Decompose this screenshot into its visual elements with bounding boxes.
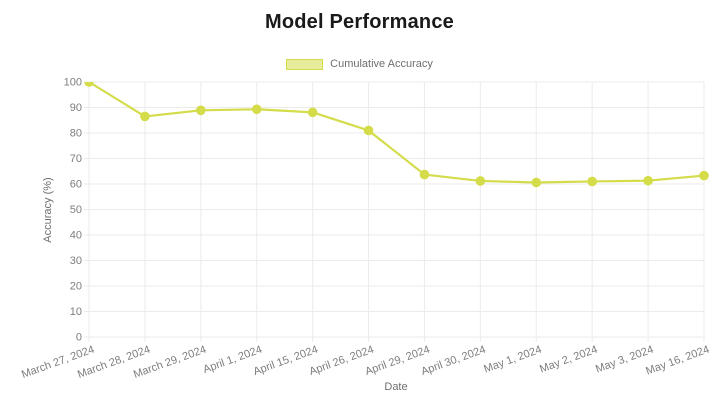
svg-text:20: 20 — [70, 281, 82, 293]
svg-text:90: 90 — [70, 102, 82, 114]
data-point[interactable] — [531, 177, 542, 188]
svg-text:May 2, 2024: May 2, 2024 — [538, 344, 599, 376]
data-point[interactable] — [699, 170, 709, 181]
chart-title: Model Performance — [264, 11, 454, 33]
series-cumulative-accuracy — [84, 77, 709, 188]
data-point[interactable] — [643, 175, 653, 186]
svg-text:70: 70 — [70, 153, 82, 165]
svg-text:40: 40 — [70, 230, 82, 242]
svg-text:May 16, 2024: May 16, 2024 — [644, 344, 711, 378]
svg-text:0: 0 — [76, 332, 82, 344]
data-point[interactable] — [363, 125, 374, 136]
svg-text:April 30, 2024: April 30, 2024 — [419, 344, 487, 378]
data-point[interactable] — [475, 176, 486, 186]
svg-text:50: 50 — [70, 204, 82, 216]
svg-text:100: 100 — [64, 77, 82, 89]
legend-swatch[interactable] — [286, 58, 324, 70]
data-point[interactable] — [251, 104, 262, 115]
legend[interactable]: Cumulative Accuracy — [0, 58, 719, 70]
svg-text:60: 60 — [70, 179, 82, 191]
data-point[interactable] — [419, 169, 430, 180]
y-tick-labels: 0 10 20 30 40 50 60 70 80 90 100 — [64, 77, 82, 344]
svg-text:30: 30 — [70, 255, 82, 267]
gridlines — [84, 81, 705, 342]
data-point[interactable] — [84, 77, 94, 87]
x-axis-title: Date — [384, 381, 407, 393]
data-point[interactable] — [196, 105, 206, 116]
svg-text:May 1, 2024: May 1, 2024 — [482, 344, 543, 376]
data-point[interactable] — [307, 107, 318, 118]
svg-text:80: 80 — [70, 128, 82, 140]
svg-text:10: 10 — [70, 306, 82, 318]
y-axis-title: Accuracy (%) — [42, 177, 54, 242]
data-point[interactable] — [140, 111, 150, 122]
data-point[interactable] — [587, 176, 597, 187]
legend-label: Cumulative Accuracy — [330, 58, 433, 70]
